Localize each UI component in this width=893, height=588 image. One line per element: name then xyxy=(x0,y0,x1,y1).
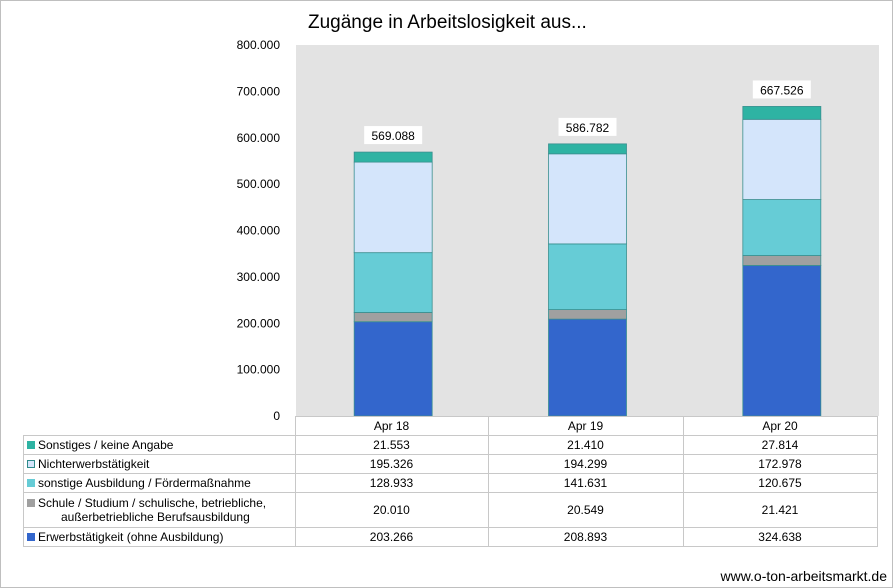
legend-swatch xyxy=(27,499,35,507)
table-cell: 194.299 xyxy=(487,454,684,474)
bar-segment xyxy=(548,153,627,245)
bar-segment xyxy=(548,318,627,417)
legend-cell: Erwerbstätigkeit (ohne Ausbildung) xyxy=(23,527,296,547)
bar-segment xyxy=(548,143,627,155)
bar-segment xyxy=(742,106,822,120)
table-row: Nichterwerbstätigkeit 195.326 194.299 17… xyxy=(23,454,878,474)
table-cell: 21.553 xyxy=(294,435,489,455)
legend-cell: Schule / Studium / schulische, betriebli… xyxy=(23,492,296,528)
y-tick-label: 800.000 xyxy=(237,38,281,52)
bar-segment xyxy=(353,161,433,254)
table-row: sonstige Ausbildung / Fördermaßnahme 128… xyxy=(23,473,878,493)
series-label: Nichterwerbstätigkeit xyxy=(38,457,150,471)
source-footer[interactable]: www.o-ton-arbeitsmarkt.de xyxy=(720,568,887,584)
table-cell: 21.410 xyxy=(487,435,684,455)
bar-segment xyxy=(548,309,627,320)
category-header: Apr 18 xyxy=(294,416,489,436)
y-tick-label: 200.000 xyxy=(237,316,281,330)
category-header: Apr 20 xyxy=(682,416,878,436)
table-cell: 20.549 xyxy=(487,492,684,528)
total-label: 569.088 xyxy=(371,129,415,143)
total-label-box xyxy=(364,126,423,145)
legend-cell: Nichterwerbstätigkeit xyxy=(23,454,296,474)
table-row: Sonstiges / keine Angabe 21.553 21.410 2… xyxy=(23,435,878,455)
y-tick-label: 600.000 xyxy=(237,131,281,145)
y-tick-label: 700.000 xyxy=(237,84,281,98)
series-label: Sonstiges / keine Angabe xyxy=(38,438,174,452)
series-label-line2: außerbetriebliche Berufsausbildung xyxy=(61,510,250,524)
total-label-box xyxy=(558,117,617,136)
legend-cell: Sonstiges / keine Angabe xyxy=(23,435,296,455)
bar-segment xyxy=(742,199,822,256)
bar-segment xyxy=(548,243,627,310)
table-cell: 21.421 xyxy=(682,492,878,528)
table-cell: 324.638 xyxy=(682,527,878,547)
bar-segment xyxy=(353,151,433,163)
series-label: Erwerbstätigkeit (ohne Ausbildung) xyxy=(38,530,224,544)
table-cell: 203.266 xyxy=(294,527,489,547)
y-tick-label: 500.000 xyxy=(237,177,281,191)
legend-swatch xyxy=(27,441,35,449)
legend-swatch xyxy=(27,533,35,541)
category-header: Apr 19 xyxy=(487,416,684,436)
legend-swatch xyxy=(27,479,35,487)
table-cell: 20.010 xyxy=(294,492,489,528)
y-tick-label: 100.000 xyxy=(237,363,281,377)
legend-swatch xyxy=(27,460,35,468)
total-label: 586.782 xyxy=(566,121,610,135)
table-cell: 128.933 xyxy=(294,473,489,493)
table-cell: 27.814 xyxy=(682,435,878,455)
data-table: Apr 18 Apr 19 Apr 20 Sonstiges / keine A… xyxy=(23,416,878,547)
table-cell: 141.631 xyxy=(487,473,684,493)
table-cell: 195.326 xyxy=(294,454,489,474)
table-cell: 208.893 xyxy=(487,527,684,547)
bar-segment xyxy=(742,255,822,266)
y-tick-label: 400.000 xyxy=(237,224,281,238)
legend-cell: sonstige Ausbildung / Fördermaßnahme xyxy=(23,473,296,493)
y-tick-label: 300.000 xyxy=(237,270,281,284)
bar-segment xyxy=(742,118,822,200)
bar-segment xyxy=(353,321,433,417)
table-corner xyxy=(24,417,296,436)
series-label: Schule / Studium / schulische, betriebli… xyxy=(38,496,267,510)
bar-segment xyxy=(742,265,822,417)
table-row: Erwerbstätigkeit (ohne Ausbildung) 203.2… xyxy=(23,527,878,547)
series-label: sonstige Ausbildung / Fördermaßnahme xyxy=(38,476,251,490)
chart-title: Zugänge in Arbeitslosigkeit aus... xyxy=(308,12,587,33)
table-cell: 120.675 xyxy=(682,473,878,493)
y-tick-label: 0 xyxy=(273,409,280,423)
bar-segment xyxy=(353,312,433,323)
total-label: 667.526 xyxy=(760,83,804,97)
bar-segment xyxy=(353,252,433,313)
table-row: Schule / Studium / schulische, betriebli… xyxy=(23,492,878,528)
total-label-box xyxy=(752,80,811,99)
table-header-row: Apr 18 Apr 19 Apr 20 xyxy=(24,416,878,436)
table-cell: 172.978 xyxy=(682,454,878,474)
